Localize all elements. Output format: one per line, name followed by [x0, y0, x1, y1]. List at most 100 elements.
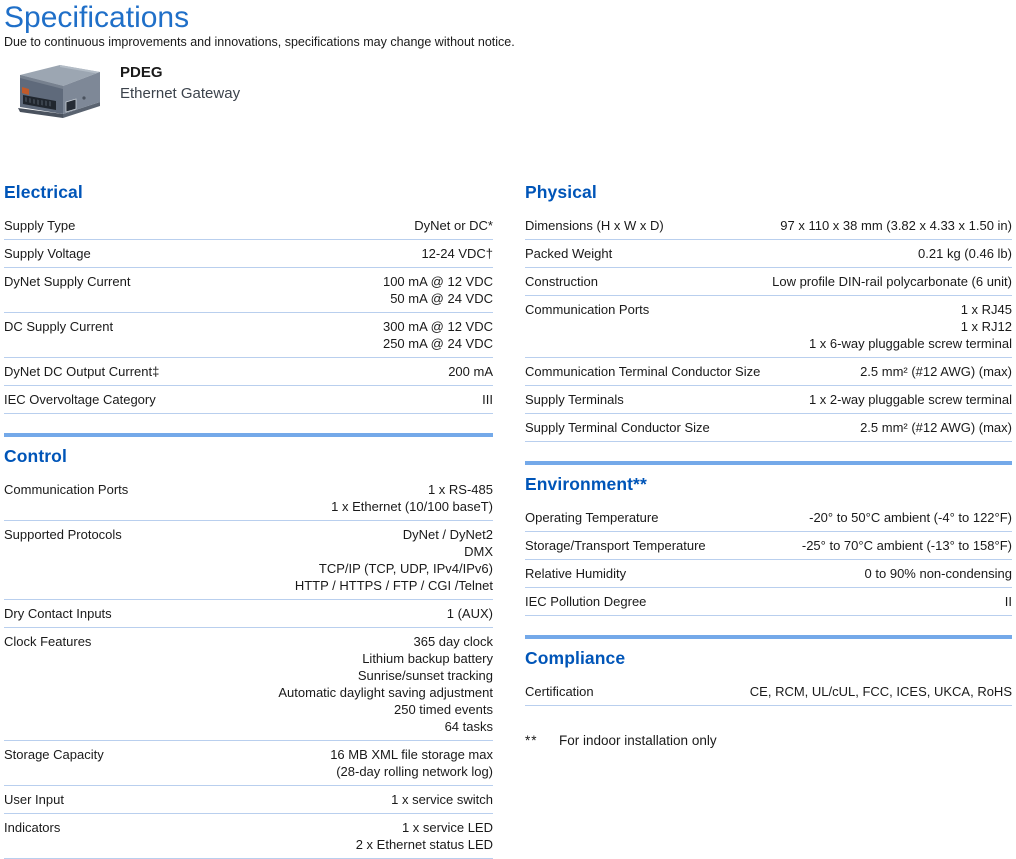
spec-row-operating-temperature: Operating Temperature -20° to 50°C ambie…: [525, 504, 1012, 532]
spec-label: Supply Voltage: [4, 246, 91, 261]
spec-value: Low profile DIN-rail polycarbonate (6 un…: [772, 274, 1012, 289]
spec-row-iec-pollution-degree: IEC Pollution Degree II: [525, 588, 1012, 616]
spec-label: Supported Protocols: [4, 527, 122, 542]
spec-label: Storage Capacity: [4, 747, 104, 762]
spec-value: 1 x RS-485 1 x Ethernet (10/100 baseT): [331, 482, 493, 514]
spec-value: 16 MB XML file storage max (28-day rolli…: [330, 747, 493, 779]
spec-row-dynet-dc-output-current: DyNet DC Output Current‡ 200 mA: [4, 358, 493, 386]
section-physical: Physical Dimensions (H x W x D) 97 x 110…: [525, 182, 1012, 442]
spec-label: DyNet DC Output Current‡: [4, 364, 160, 379]
spec-row-dc-supply-current: DC Supply Current 300 mA @ 12 VDC 250 mA…: [4, 313, 493, 358]
section-divider: [525, 635, 1012, 639]
spec-value: 2.5 mm² (#12 AWG) (max): [860, 420, 1012, 435]
product-name: Ethernet Gateway: [120, 85, 241, 102]
spec-row-supply-terminals: Supply Terminals 1 x 2-way pluggable scr…: [525, 386, 1012, 414]
spec-label: Certification: [525, 684, 594, 699]
spec-value: DyNet / DyNet2 DMX TCP/IP (TCP, UDP, IPv…: [294, 527, 493, 593]
spec-value: II: [1004, 594, 1012, 609]
spec-label: Relative Humidity: [525, 566, 627, 581]
spec-label: DyNet Supply Current: [4, 274, 131, 289]
spec-label: Dimensions (H x W x D): [525, 218, 664, 233]
spec-value: DyNet or DC*: [414, 218, 493, 233]
spec-row-certification: Certification CE, RCM, UL/cUL, FCC, ICES…: [525, 678, 1012, 706]
spec-value: 300 mA @ 12 VDC 250 mA @ 24 VDC: [382, 319, 493, 351]
spec-value: 97 x 110 x 38 mm (3.82 x 4.33 x 1.50 in): [780, 218, 1012, 233]
spec-row-supply-type: Supply Type DyNet or DC*: [4, 212, 493, 240]
spec-label: Supply Terminal Conductor Size: [525, 420, 710, 435]
spec-value: 1 x service LED 2 x Ethernet status LED: [355, 820, 493, 852]
page-title: Specifications: [4, 1, 190, 34]
spec-label: Operating Temperature: [525, 510, 659, 525]
section-title-environment: Environment**: [525, 474, 647, 494]
spec-value: 100 mA @ 12 VDC 50 mA @ 24 VDC: [382, 274, 493, 306]
section-divider: [4, 433, 493, 437]
product-text: PDEG Ethernet Gateway: [120, 62, 240, 102]
spec-row-relative-humidity: Relative Humidity 0 to 90% non-condensin…: [525, 560, 1012, 588]
spec-label: Supply Terminals: [525, 392, 624, 407]
spec-label: Packed Weight: [525, 246, 613, 261]
spec-value: 1 x RJ45 1 x RJ12 1 x 6-way pluggable sc…: [808, 302, 1012, 351]
footnote: ** For indoor installation only: [525, 733, 1012, 748]
spec-row-clock-features: Clock Features 365 day clock Lithium bac…: [4, 628, 493, 741]
spec-label: DC Supply Current: [4, 319, 114, 334]
spec-row-dynet-supply-current: DyNet Supply Current 100 mA @ 12 VDC 50 …: [4, 268, 493, 313]
spec-value: 365 day clock Lithium backup battery Sun…: [278, 634, 493, 734]
section-title-compliance: Compliance: [525, 648, 626, 668]
spec-row-supported-protocols: Supported Protocols DyNet / DyNet2 DMX T…: [4, 521, 493, 600]
section-compliance: Compliance Certification CE, RCM, UL/cUL…: [525, 648, 1012, 706]
spec-value: 1 x 2-way pluggable screw terminal: [808, 392, 1012, 407]
spec-row-user-input: User Input 1 x service switch: [4, 786, 493, 814]
section-title-control: Control: [4, 446, 67, 466]
product-header: PDEG Ethernet Gateway: [8, 62, 1012, 119]
spec-label: Clock Features: [4, 634, 92, 649]
right-column: Physical Dimensions (H x W x D) 97 x 110…: [525, 182, 1012, 859]
spec-label: Dry Contact Inputs: [4, 606, 112, 621]
spec-row-dry-contact-inputs: Dry Contact Inputs 1 (AUX): [4, 600, 493, 628]
spec-row-dimensions: Dimensions (H x W x D) 97 x 110 x 38 mm …: [525, 212, 1012, 240]
spec-row-comm-terminal-conductor-size: Communication Terminal Conductor Size 2.…: [525, 358, 1012, 386]
spec-row-iec-overvoltage: IEC Overvoltage Category III: [4, 386, 493, 414]
spec-value: 200 mA: [448, 364, 493, 379]
spec-row-packed-weight: Packed Weight 0.21 kg (0.46 lb): [525, 240, 1012, 268]
spec-row-storage-capacity: Storage Capacity 16 MB XML file storage …: [4, 741, 493, 786]
spec-label: Construction: [525, 274, 598, 289]
footnote-text: For indoor installation only: [559, 733, 717, 748]
spec-label: IEC Overvoltage Category: [4, 392, 156, 407]
product-code: PDEG: [120, 64, 163, 81]
spec-row-construction: Construction Low profile DIN-rail polyca…: [525, 268, 1012, 296]
spec-row-physical-communication-ports: Communication Ports 1 x RJ45 1 x RJ12 1 …: [525, 296, 1012, 358]
spec-row-supply-voltage: Supply Voltage 12-24 VDC†: [4, 240, 493, 268]
disclaimer-text: Due to continuous improvements and innov…: [4, 35, 515, 49]
spec-label: Supply Type: [4, 218, 76, 233]
section-divider: [525, 461, 1012, 465]
pdeg-product-photo: [18, 65, 100, 118]
section-control: Control Communication Ports 1 x RS-485 1…: [4, 446, 493, 859]
left-column: Electrical Supply Type DyNet or DC* Supp…: [4, 182, 493, 859]
spec-value: 1 (AUX): [446, 606, 493, 621]
spec-value: 0.21 kg (0.46 lb): [918, 246, 1012, 261]
section-environment: Environment** Operating Temperature -20°…: [525, 474, 1012, 616]
spec-value: III: [482, 392, 493, 407]
section-title-physical: Physical: [525, 182, 597, 202]
spec-label: Indicators: [4, 820, 61, 835]
spec-value: 12-24 VDC†: [421, 246, 493, 261]
spec-row-storage-transport-temperature: Storage/Transport Temperature -25° to 70…: [525, 532, 1012, 560]
spec-label: User Input: [4, 792, 64, 807]
footnote-marker: **: [525, 733, 538, 748]
spec-row-indicators: Indicators 1 x service LED 2 x Ethernet …: [4, 814, 493, 859]
spec-value: -20° to 50°C ambient (-4° to 122°F): [809, 510, 1012, 525]
spec-label: Storage/Transport Temperature: [525, 538, 706, 553]
spec-columns: Electrical Supply Type DyNet or DC* Supp…: [4, 182, 1012, 859]
spec-value: 0 to 90% non-condensing: [864, 566, 1012, 581]
section-title-electrical: Electrical: [4, 182, 83, 202]
spec-value: 1 x service switch: [391, 792, 493, 807]
spec-value: CE, RCM, UL/cUL, FCC, ICES, UKCA, RoHS: [749, 684, 1012, 699]
spec-row-communication-ports: Communication Ports 1 x RS-485 1 x Ether…: [4, 476, 493, 521]
spec-value: 2.5 mm² (#12 AWG) (max): [860, 364, 1012, 379]
spec-row-supply-terminal-conductor-size: Supply Terminal Conductor Size 2.5 mm² (…: [525, 414, 1012, 442]
spec-label: Communication Ports: [525, 302, 650, 317]
section-electrical: Electrical Supply Type DyNet or DC* Supp…: [4, 182, 493, 414]
spec-label: Communication Terminal Conductor Size: [525, 364, 761, 379]
spec-value: -25° to 70°C ambient (-13° to 158°F): [801, 538, 1012, 553]
